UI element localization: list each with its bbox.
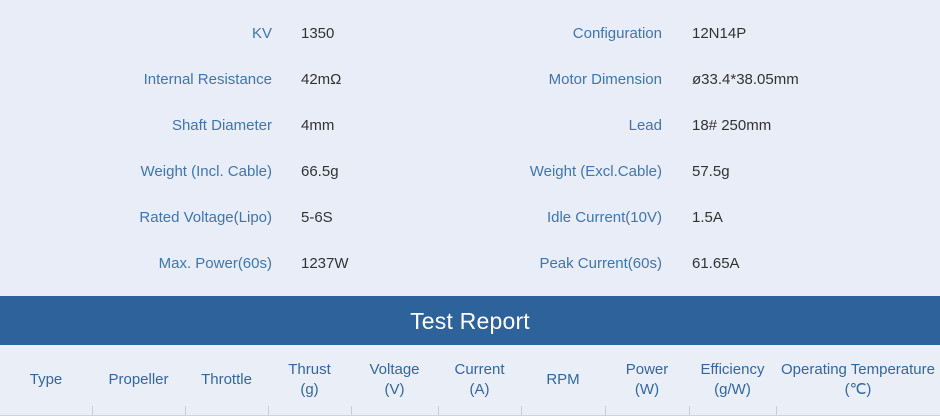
spec-label: Motor Dimension	[548, 70, 662, 88]
column-header-name: Current	[454, 361, 505, 378]
spec-row: Motor Dimension ø33.4*38.05mm	[470, 56, 940, 102]
column-header-name: RPM	[546, 371, 580, 388]
column-header-name: Power	[625, 361, 669, 378]
spec-row: Idle Current(10V) 1.5A	[470, 194, 940, 240]
test-report-title: Test Report	[410, 307, 530, 334]
spec-row: Weight (Incl. Cable) 66.5g	[0, 148, 470, 194]
spec-label: Lead	[628, 116, 662, 134]
spec-label: Max. Power(60s)	[158, 254, 272, 272]
spec-value: 5-6S	[301, 208, 333, 226]
spec-value: 4mm	[301, 116, 335, 134]
column-header-voltage[interactable]: Voltage (V)	[351, 345, 438, 415]
column-header-efficiency[interactable]: Efficiency (g/W)	[689, 345, 776, 415]
spec-row: Lead 18# 250mm	[470, 102, 940, 148]
column-header-propeller[interactable]: Propeller	[92, 345, 185, 415]
specifications-right-column: Configuration 12N14P Motor Dimension ø33…	[470, 0, 940, 296]
spec-value: 61.65A	[692, 254, 740, 272]
column-header-name: Operating Temperature	[781, 361, 935, 378]
spec-value: 1350	[301, 24, 335, 42]
column-header-name: Thrust	[288, 361, 331, 378]
spec-row: Shaft Diameter 4mm	[0, 102, 470, 148]
column-header-type[interactable]: Type	[0, 345, 92, 415]
column-header-unit: (V)	[384, 381, 405, 398]
spec-value: 66.5g	[301, 162, 339, 180]
column-header-power[interactable]: Power (W)	[605, 345, 689, 415]
column-header-current[interactable]: Current (A)	[438, 345, 521, 415]
spec-value: 1.5A	[692, 208, 723, 226]
spec-label: Configuration	[572, 24, 662, 42]
spec-label: Weight (Incl. Cable)	[140, 162, 272, 180]
specifications-section: KV 1350 Internal Resistance 42mΩ Shaft D…	[0, 0, 940, 296]
spec-value: 1237W	[301, 254, 349, 272]
column-header-name: Efficiency	[700, 361, 765, 378]
spec-row: Configuration 12N14P	[470, 10, 940, 56]
spec-value: 42mΩ	[301, 70, 342, 88]
spec-row: Weight (Excl.Cable) 57.5g	[470, 148, 940, 194]
column-header-name: Throttle	[201, 371, 252, 388]
test-report-table-header: Type Propeller Throttle Thrust (g) Voltag…	[0, 345, 940, 416]
column-header-name: Voltage	[369, 361, 420, 378]
spec-label: Peak Current(60s)	[539, 254, 662, 272]
spec-value: 18# 250mm	[692, 116, 772, 134]
spec-label: Idle Current(10V)	[546, 208, 662, 226]
column-header-unit: (g/W)	[714, 381, 751, 398]
spec-value: 57.5g	[692, 162, 730, 180]
column-header-thrust[interactable]: Thrust (g)	[268, 345, 351, 415]
column-header-rpm[interactable]: RPM	[521, 345, 605, 415]
spec-row: Rated Voltage(Lipo) 5-6S	[0, 194, 470, 240]
spec-value: ø33.4*38.05mm	[692, 70, 799, 88]
column-header-unit: (g)	[300, 381, 319, 398]
spec-row: KV 1350	[0, 10, 470, 56]
test-report-banner: Test Report	[0, 296, 940, 345]
spec-row: Max. Power(60s) 1237W	[0, 240, 470, 286]
spec-label: Internal Resistance	[143, 70, 272, 88]
spec-row: Internal Resistance 42mΩ	[0, 56, 470, 102]
spec-value: 12N14P	[692, 24, 747, 42]
column-header-name: Type	[29, 371, 63, 388]
column-header-name: Propeller	[108, 371, 169, 388]
column-header-unit: (℃)	[844, 381, 872, 398]
spec-label: Rated Voltage(Lipo)	[139, 208, 272, 226]
column-header-unit: (A)	[469, 381, 490, 398]
column-header-throttle[interactable]: Throttle	[185, 345, 268, 415]
spec-label: Shaft Diameter	[171, 116, 272, 134]
spec-label: KV	[251, 24, 272, 42]
spec-label: Weight (Excl.Cable)	[529, 162, 662, 180]
column-header-operating-temperature[interactable]: Operating Temperature (℃)	[776, 345, 940, 415]
column-header-unit: (W)	[634, 381, 660, 398]
spec-row: Peak Current(60s) 61.65A	[470, 240, 940, 286]
specifications-left-column: KV 1350 Internal Resistance 42mΩ Shaft D…	[0, 0, 470, 296]
